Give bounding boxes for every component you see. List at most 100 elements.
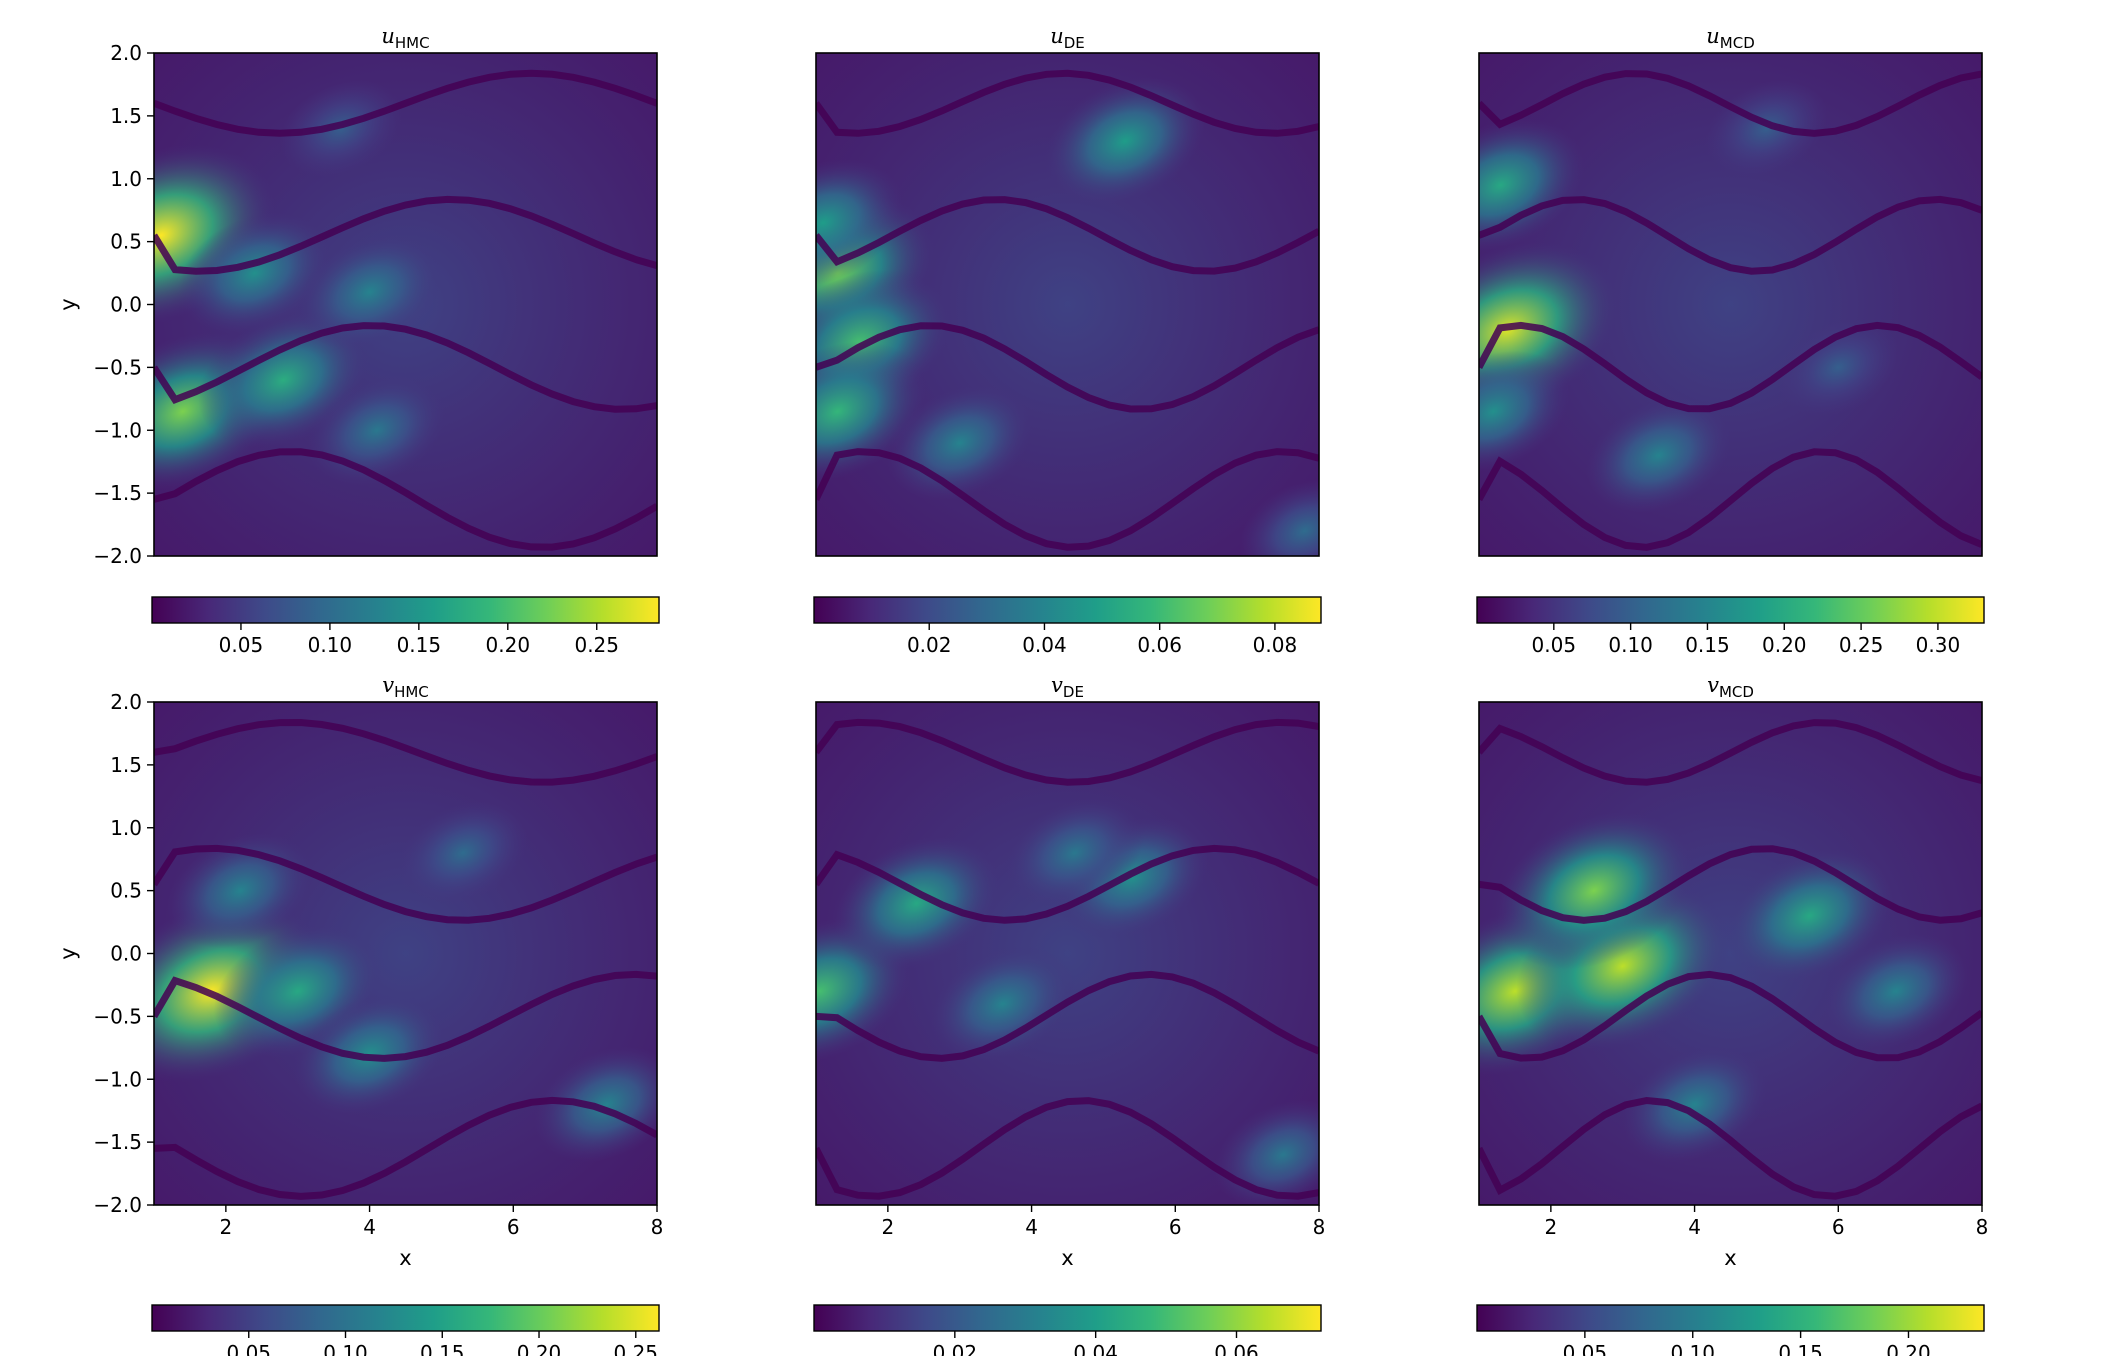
y-tick-label: −0.5 <box>93 1004 142 1028</box>
x-tick-label: 2 <box>1544 1215 1557 1239</box>
heatmap-contour <box>816 69 1319 137</box>
heatmap-contour <box>154 718 657 786</box>
y-tick-label: 0.0 <box>110 293 142 317</box>
heatmap-contour <box>154 448 657 551</box>
colorbar: 0.05 0.10 0.15 0.20 0.25 <box>151 1304 660 1356</box>
heatmap-hotspot <box>1705 79 1828 178</box>
panel-title-main: v <box>1707 673 1719 697</box>
colorbar-tick-label: 0.04 <box>1022 633 1067 657</box>
heatmap-hotspot <box>816 341 926 482</box>
colorbar-gradient <box>151 1304 660 1332</box>
x-tick-label: 4 <box>363 1215 376 1239</box>
colorbar: 0.05 0.10 0.15 0.20 0.25 <box>151 596 660 657</box>
colorbar-tick-label: 0.20 <box>1762 633 1807 657</box>
colorbar-gradient <box>1476 596 1985 624</box>
colorbar-tick-label: 0.06 <box>1214 1341 1259 1356</box>
x-tick-label: 8 <box>1313 1215 1326 1239</box>
colorbar-tick-label: 0.25 <box>1839 633 1884 657</box>
heatmap-contour <box>154 970 657 1062</box>
heatmap-contour <box>816 844 1319 924</box>
x-tick-label: 8 <box>651 1215 664 1239</box>
y-tick-label: −1.0 <box>93 418 142 442</box>
heatmap-hotspot <box>1479 350 1570 472</box>
panel-title-main: u <box>381 24 395 48</box>
heatmap-hotspot <box>1622 1046 1767 1162</box>
axes-frame <box>1478 52 1983 557</box>
y-tick-label: 2.0 <box>110 41 142 65</box>
x-tick-label: 4 <box>1025 1215 1038 1239</box>
x-tick-label: 6 <box>507 1215 520 1239</box>
y-tick-label: 0.0 <box>110 942 142 966</box>
panel-title-main: u <box>1706 24 1720 48</box>
colorbar-tick-label: 0.10 <box>1608 633 1653 657</box>
y-tick-label: 1.5 <box>110 753 142 777</box>
colorbar-tick-label: 0.10 <box>308 633 353 657</box>
heatmap-contour <box>1479 970 1982 1062</box>
heatmap-contour <box>1479 448 1982 551</box>
heatmap-hotspot <box>297 234 442 350</box>
colorbar-tick-label: 0.04 <box>1073 1341 1118 1356</box>
heatmap-contour <box>816 322 1319 413</box>
heatmap-contour <box>154 1096 657 1200</box>
y-tick-label: 2.0 <box>110 690 142 714</box>
heatmap-contour <box>816 970 1319 1062</box>
y-tick-label: −1.0 <box>93 1067 142 1091</box>
panel-title: vDE <box>1051 673 1084 701</box>
heatmap-image <box>1479 53 1982 556</box>
colorbar-tick-label: 0.15 <box>420 1341 465 1356</box>
y-tick-label: 1.5 <box>110 104 142 128</box>
x-tick-label: 4 <box>1688 1215 1701 1239</box>
heatmap-hotspot <box>534 1046 657 1162</box>
heatmap-image <box>154 53 657 556</box>
x-axis-label: x <box>1061 1246 1073 1270</box>
panel-title-main: v <box>1051 673 1063 697</box>
panel-title: vMCD <box>1707 673 1754 701</box>
heatmap-contour <box>1479 719 1982 786</box>
colorbar-tick-label: 0.05 <box>1532 633 1577 657</box>
heatmap-hotspot <box>1823 933 1969 1049</box>
heatmap-hotspot <box>1479 118 1585 252</box>
panel-title-main: u <box>1050 24 1064 48</box>
panel-title-sub: MCD <box>1720 34 1755 52</box>
panel-title: uMCD <box>1706 24 1755 52</box>
panel-v-mcd: vMCD 2 4 6 8 x 0.05 0.10 0.15 0.20 <box>1476 673 1988 1356</box>
heatmap-contour <box>816 448 1319 551</box>
colorbar-gradient <box>813 1304 1322 1332</box>
colorbar: 0.02 0.04 0.06 0.08 <box>813 596 1322 657</box>
heatmap-hotspot <box>1777 318 1900 416</box>
heatmap-image <box>1479 702 1982 1205</box>
colorbar-tick-label: 0.15 <box>1685 633 1730 657</box>
x-tick-label: 6 <box>1832 1215 1845 1239</box>
heatmap-hotspot <box>930 946 1076 1062</box>
panel-title-sub: DE <box>1064 34 1085 52</box>
x-axis-label: x <box>399 1246 411 1270</box>
colorbar-gradient <box>813 596 1322 624</box>
panel-u-mcd: uMCD 0.05 0.10 0.15 0.20 0.25 0.30 <box>1476 24 1985 657</box>
heatmap-contour <box>816 1097 1319 1200</box>
heatmap-contour <box>1479 321 1982 413</box>
heatmap-hotspot <box>816 159 904 287</box>
panel-title-main: v <box>382 673 394 697</box>
colorbar-tick-label: 0.20 <box>486 633 531 657</box>
panel-title: vHMC <box>382 673 429 701</box>
heatmap-contour <box>816 196 1319 275</box>
panel-title-sub: HMC <box>395 34 430 52</box>
colorbar: 0.05 0.10 0.15 0.20 <box>1476 1304 1985 1356</box>
heatmap-hotspot <box>1006 798 1144 908</box>
y-tick-label: −2.0 <box>93 544 142 568</box>
heatmap-image <box>154 702 657 1205</box>
heatmap-contour <box>154 69 657 137</box>
axes-frame <box>815 701 1320 1206</box>
panel-title: uDE <box>1050 24 1085 52</box>
panel-title-sub: MCD <box>1719 683 1754 701</box>
heatmap-contour <box>816 718 1319 786</box>
heatmap-hotspot <box>1586 397 1732 513</box>
heatmap-hotspot <box>1239 479 1319 556</box>
y-axis-label: y <box>56 298 80 310</box>
panel-title-sub: DE <box>1063 683 1084 701</box>
heatmap-contour <box>1479 70 1982 137</box>
heatmap-contour <box>1479 195 1982 275</box>
colorbar-tick-label: 0.06 <box>1137 633 1182 657</box>
y-tick-label: −1.5 <box>93 481 142 505</box>
